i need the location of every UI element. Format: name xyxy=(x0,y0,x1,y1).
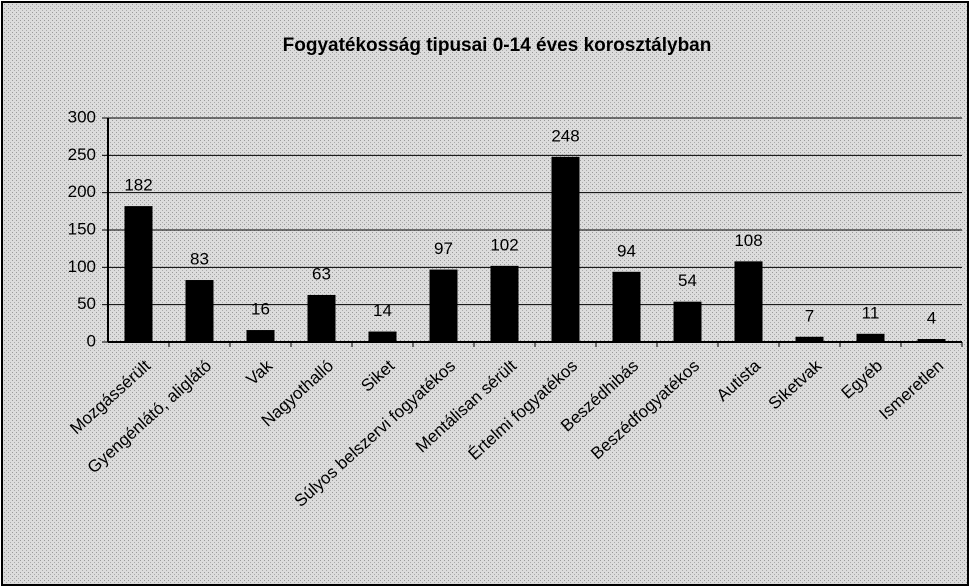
bar xyxy=(307,294,336,342)
data-label: 108 xyxy=(734,231,762,250)
data-label: 97 xyxy=(434,239,453,258)
data-label: 11 xyxy=(862,303,880,322)
y-tick-label: 50 xyxy=(77,294,96,313)
data-label: 54 xyxy=(678,271,697,290)
y-tick-label: 300 xyxy=(68,107,96,126)
bar xyxy=(490,265,519,342)
y-tick-label: 100 xyxy=(68,257,96,276)
data-label: 94 xyxy=(617,241,636,260)
bar xyxy=(612,271,641,342)
data-label: 182 xyxy=(124,176,152,195)
bar xyxy=(856,333,885,342)
bar xyxy=(551,156,580,342)
data-label: 14 xyxy=(373,301,392,320)
y-tick-label: 200 xyxy=(68,182,96,201)
y-tick-label: 0 xyxy=(87,331,96,350)
data-label: 83 xyxy=(190,250,209,269)
bar xyxy=(429,269,458,342)
bar xyxy=(368,331,397,342)
data-label: 4 xyxy=(927,308,936,327)
data-label: 63 xyxy=(312,264,331,283)
data-label: 248 xyxy=(551,126,579,145)
bar xyxy=(246,330,275,342)
chart-title: Fogyatékosság tipusai 0-14 éves korosztá… xyxy=(283,35,712,56)
data-label: 16 xyxy=(251,300,270,319)
data-label: 102 xyxy=(490,235,518,254)
bar xyxy=(185,280,214,342)
bar xyxy=(795,336,824,342)
data-label: 7 xyxy=(805,306,814,325)
y-tick-label: 150 xyxy=(68,219,96,238)
bar xyxy=(124,206,153,342)
bar xyxy=(734,261,763,342)
bar xyxy=(917,339,946,342)
y-tick-label: 250 xyxy=(68,145,96,164)
bar xyxy=(673,301,702,342)
